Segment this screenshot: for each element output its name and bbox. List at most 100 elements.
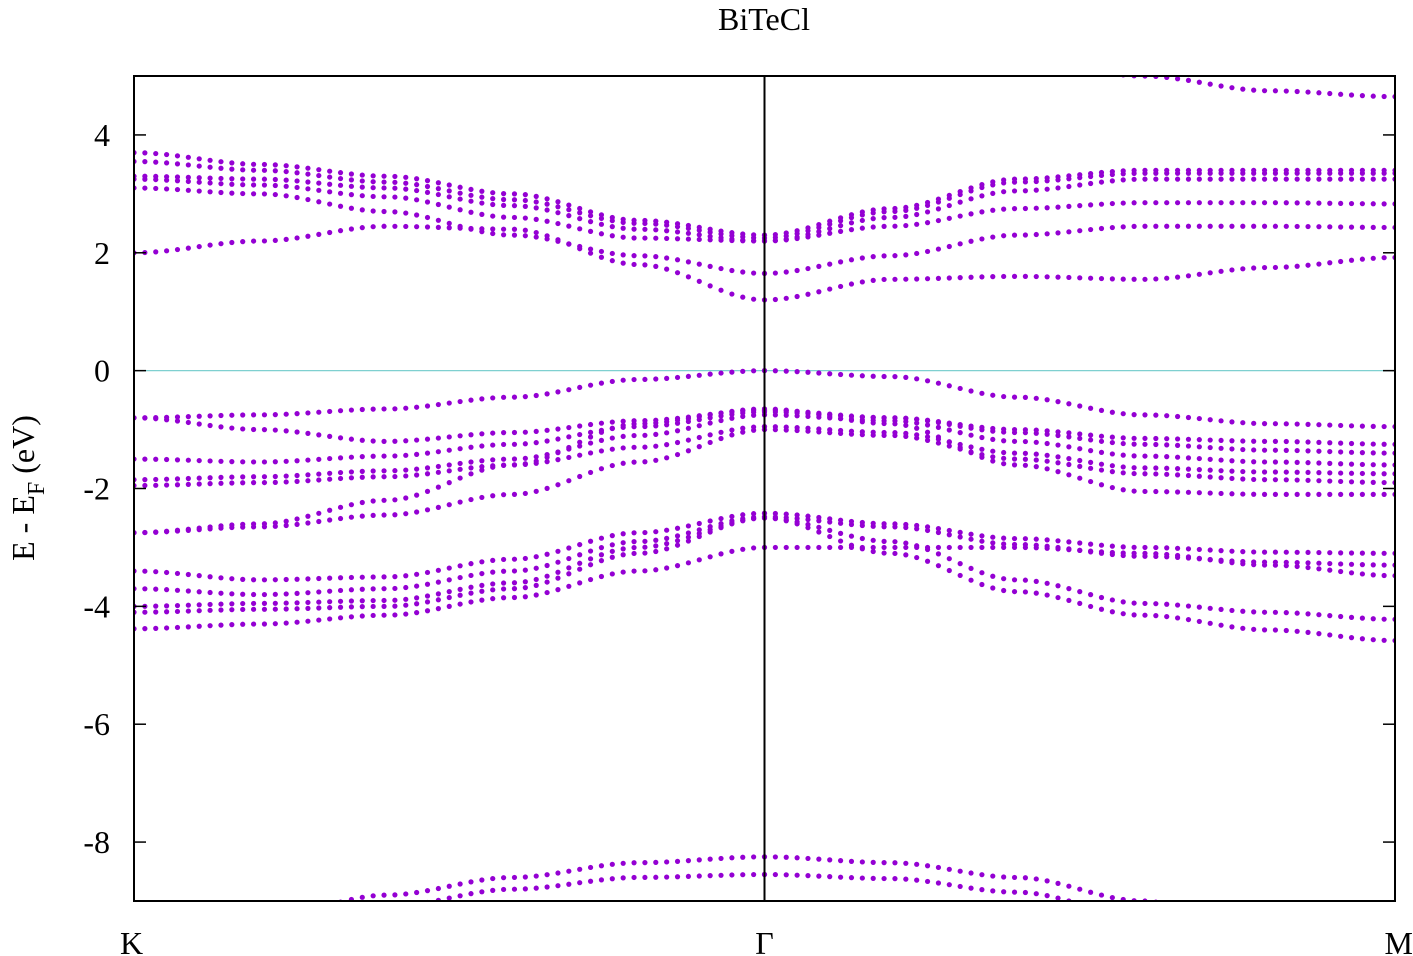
band-point-b16 <box>479 229 485 235</box>
band-point-b5 <box>457 586 463 592</box>
band-point-b8 <box>1272 477 1279 483</box>
band-point-b20 <box>827 218 833 224</box>
band-point-b6 <box>261 591 268 598</box>
band-point-b15 <box>1077 275 1083 281</box>
band-point-b11 <box>185 457 191 463</box>
band-point-b21 <box>599 41 604 46</box>
band-point-b15 <box>587 250 594 256</box>
band-point-b13 <box>674 374 681 381</box>
band-point-b15 <box>783 295 789 301</box>
band-point-b11 <box>555 436 561 442</box>
band-point-b17 <box>392 194 398 200</box>
band-point-b3 <box>185 624 191 630</box>
band-point-b21 <box>479 30 484 35</box>
band-point-b1 <box>587 864 594 871</box>
band-point-b20 <box>609 214 615 221</box>
band-point-b20 <box>1055 174 1061 180</box>
band-point-b14 <box>903 422 909 428</box>
band-point-b21 <box>1229 85 1235 91</box>
band-point-b15 <box>1131 276 1137 282</box>
band-point-b12 <box>490 430 496 436</box>
band-point-b18 <box>1174 176 1181 182</box>
band-point-b9 <box>1120 464 1126 470</box>
band-point-b3 <box>511 594 518 601</box>
band-point-b9 <box>968 444 974 450</box>
band-point-b13 <box>1240 420 1246 426</box>
band-point-b9 <box>1229 468 1235 474</box>
band-point-b20 <box>522 192 528 198</box>
band-point-b2 <box>805 873 811 879</box>
band-point-b20 <box>1066 173 1072 179</box>
band-point-b9 <box>1381 471 1387 477</box>
band-point-b9 <box>283 479 289 485</box>
band-point-b8 <box>1261 477 1268 483</box>
band-point-b15 <box>1305 262 1311 268</box>
band-point-b1 <box>685 858 692 864</box>
band-point-b9 <box>609 446 615 452</box>
band-point-b9 <box>196 481 202 487</box>
band-point-b14 <box>1066 472 1072 478</box>
band-point-b12 <box>511 429 518 436</box>
band-point-b3 <box>870 544 876 551</box>
band-point-b17 <box>696 236 702 243</box>
band-point-b18 <box>1218 176 1224 182</box>
band-point-b6 <box>1294 559 1300 566</box>
band-point-b1 <box>664 859 670 865</box>
band-point-b11 <box>587 429 594 435</box>
band-point-b16 <box>522 233 528 239</box>
band-point-b8 <box>566 478 572 484</box>
band-point-b4 <box>1142 612 1148 618</box>
band-point-b7 <box>587 538 594 544</box>
band-point-b3 <box>533 592 539 598</box>
band-point-b20 <box>348 171 355 177</box>
band-point-b10 <box>990 436 996 443</box>
band-point-b14 <box>1305 491 1311 497</box>
band-point-b13 <box>381 406 387 412</box>
band-point-b14 <box>1283 491 1289 497</box>
band-point-b5 <box>1088 592 1094 598</box>
y-tick-label: 4 <box>94 117 110 153</box>
band-point-b14 <box>424 488 431 494</box>
y-axis-label-tail: (eV) <box>5 415 41 482</box>
band-point-b12 <box>577 423 583 429</box>
band-point-b20 <box>1131 167 1137 174</box>
band-point-b1 <box>1055 880 1061 886</box>
band-point-b1 <box>403 891 409 897</box>
band-point-b21 <box>240 0 245 1</box>
band-point-b15 <box>327 229 333 236</box>
band-point-b3 <box>392 612 398 618</box>
band-point-b13 <box>229 412 235 418</box>
band-point-b8 <box>544 485 550 491</box>
band-point-b15 <box>240 239 246 245</box>
band-point-b20 <box>1229 167 1235 173</box>
band-point-b18 <box>707 233 713 239</box>
band-point-b17 <box>1142 200 1148 206</box>
band-point-b13 <box>468 397 474 403</box>
band-point-b9 <box>598 448 605 454</box>
band-point-b1 <box>1077 886 1083 892</box>
band-point-b3 <box>316 617 322 623</box>
band-point-b13 <box>261 412 268 418</box>
band-point-b8 <box>392 512 398 518</box>
band-point-b10 <box>620 433 626 440</box>
band-point-b14 <box>511 462 518 468</box>
band-point-b12 <box>457 433 463 439</box>
band-point-b1 <box>207 924 212 929</box>
y-tick-label: -8 <box>83 824 110 860</box>
band-point-b16 <box>1185 223 1192 229</box>
band-point-b21 <box>392 15 397 20</box>
band-point-b12 <box>381 438 387 444</box>
band-point-b18 <box>946 202 952 209</box>
band-point-b17 <box>316 187 322 193</box>
band-point-b10 <box>348 469 355 475</box>
band-point-b12 <box>272 427 278 433</box>
band-point-b12 <box>1153 435 1159 442</box>
band-point-b7 <box>1196 546 1202 553</box>
band-point-b15 <box>609 258 615 264</box>
band-point-b5 <box>620 546 626 552</box>
band-point-b5 <box>1381 616 1387 622</box>
band-point-b9 <box>642 444 648 450</box>
band-point-b1 <box>653 859 659 865</box>
band-point-b18 <box>468 198 474 204</box>
band-point-b1 <box>555 870 561 876</box>
